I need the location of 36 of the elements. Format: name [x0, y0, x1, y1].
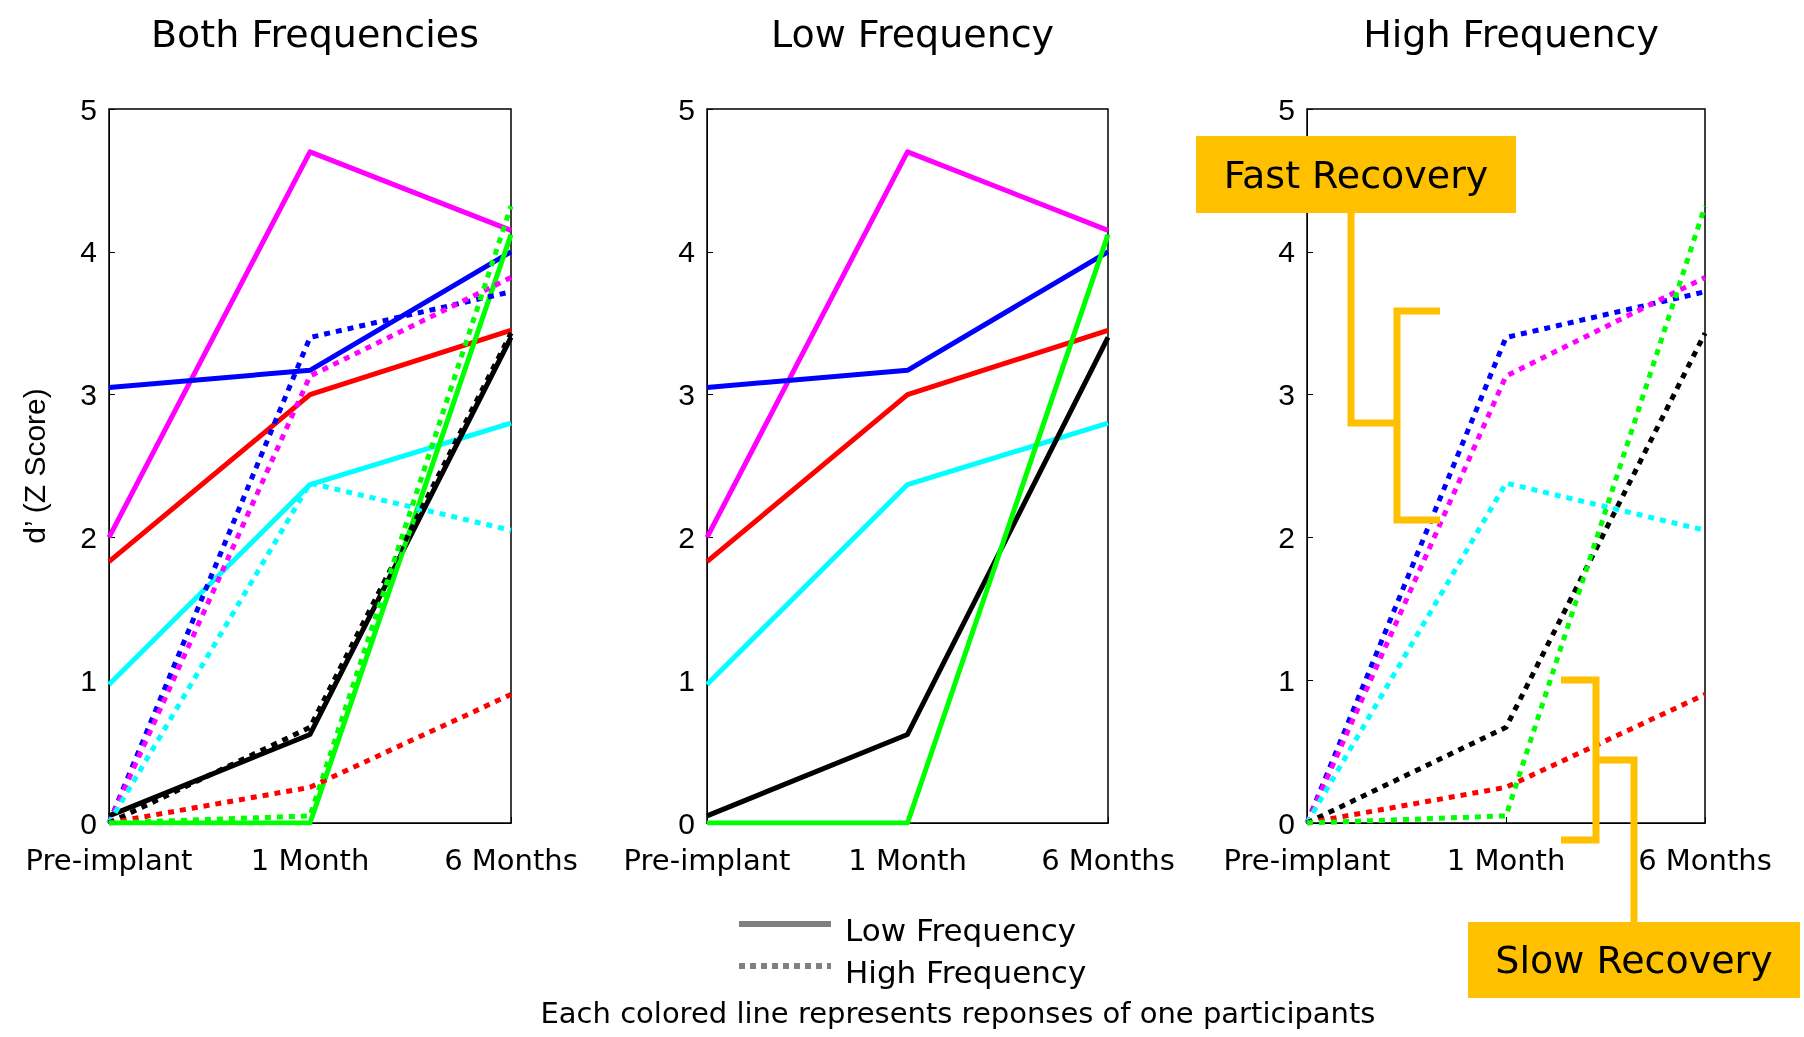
y-tick-label: 1 — [80, 663, 97, 697]
y-tick-label: 1 — [678, 663, 695, 697]
x-tick-label: 1 Month — [250, 842, 370, 877]
y-tick-label: 0 — [1278, 806, 1295, 840]
y-tick-label: 4 — [678, 235, 695, 269]
y-tick-label: 3 — [1278, 378, 1295, 412]
x-tick-label: Pre-implant — [25, 842, 193, 877]
y-tick-label: 2 — [678, 520, 695, 554]
annotation: Fast Recovery — [1196, 136, 1516, 213]
text: High Frequency — [845, 954, 1087, 990]
x-tick-label: 1 Month — [848, 842, 967, 877]
chart-title: High Frequency — [1363, 12, 1659, 56]
y-tick-label: 4 — [80, 235, 97, 269]
y-tick-label: 0 — [80, 806, 97, 840]
x-tick-label: Pre-implant — [623, 842, 791, 877]
chart-title: Low Frequency — [770, 12, 1055, 56]
x-tick-label: 6 Months — [444, 842, 578, 877]
x-tick-label: 6 Months — [1041, 842, 1175, 877]
text: Low Frequency — [845, 912, 1077, 948]
text: Slow Recovery — [1468, 922, 1800, 998]
y-axis-title: d’ (Z Score) — [17, 388, 51, 544]
x-tick-label: 6 Months — [1638, 842, 1772, 877]
y-tick-label: 3 — [678, 378, 695, 412]
chart-title: Both Frequencies — [151, 12, 479, 56]
y-tick-label: 4 — [1278, 235, 1295, 269]
y-tick-label: 1 — [1278, 663, 1295, 697]
text: Each colored line represents reponses of one participants — [539, 996, 1377, 1030]
y-tick-label: 5 — [678, 92, 695, 126]
y-tick-label: 2 — [1278, 520, 1295, 554]
y-tick-label: 2 — [80, 520, 97, 554]
y-tick-label: 5 — [80, 92, 97, 126]
y-tick-label: 5 — [1278, 92, 1295, 126]
x-tick-label: 1 Month — [1446, 842, 1566, 877]
x-tick-label: Pre-implant — [1223, 842, 1391, 877]
y-tick-label: 0 — [678, 806, 695, 840]
y-tick-label: 3 — [80, 378, 97, 412]
